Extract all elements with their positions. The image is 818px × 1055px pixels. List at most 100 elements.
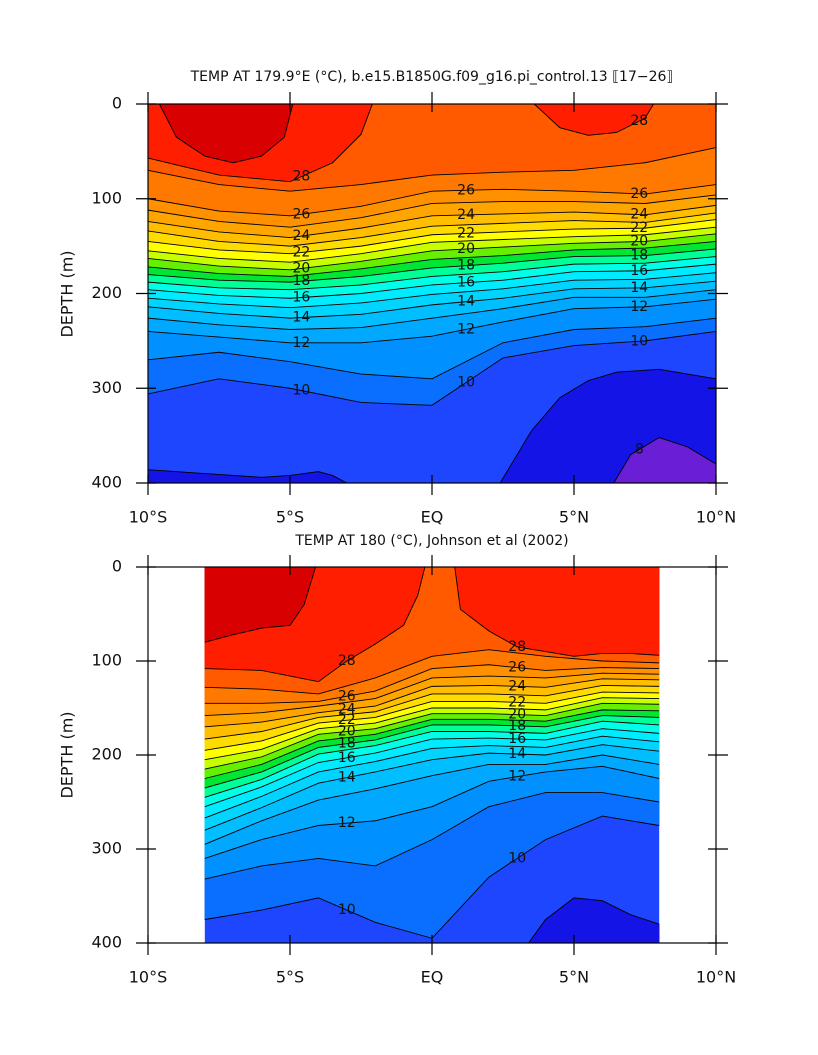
isotherm-line — [204, 566, 426, 683]
contour-label: 18 — [630, 248, 648, 264]
isotherm-line — [204, 765, 660, 859]
isotherm-line — [147, 147, 717, 192]
contour-label: 12 — [338, 815, 356, 831]
contour-label: 18 — [508, 718, 526, 734]
x-tick-label: 10°S — [129, 508, 168, 527]
y-tick-label: 100 — [91, 651, 122, 670]
contour-label: 12 — [508, 769, 526, 785]
isotherm-line — [533, 103, 654, 136]
isotherm-line — [204, 792, 660, 880]
y-tick-label: 100 — [91, 188, 122, 207]
contour-label: 22 — [457, 225, 475, 241]
isotherm-line — [147, 280, 717, 319]
isotherm-line — [204, 649, 660, 695]
contour-label: 24 — [630, 207, 648, 223]
isotherm-line — [147, 263, 717, 299]
isotherm-line — [147, 256, 717, 291]
contour-label: 10 — [292, 383, 310, 399]
y-tick-label: 0 — [112, 557, 122, 576]
contour-label: 12 — [292, 335, 310, 351]
contour-label: 22 — [508, 694, 526, 710]
contour-label: 8 — [635, 441, 644, 457]
contour-label: 16 — [457, 275, 475, 291]
isotherm-line — [499, 368, 717, 484]
contour-label: 10 — [630, 333, 648, 349]
contour-label: 22 — [338, 712, 356, 728]
y-tick-label: 300 — [91, 839, 122, 858]
x-tick-label: 10°N — [696, 508, 736, 527]
contour-label: 22 — [630, 220, 648, 236]
isotherm-line — [147, 194, 717, 228]
isotherm-line — [204, 754, 660, 845]
contour-label: 16 — [292, 289, 310, 305]
isotherm-line — [147, 226, 717, 263]
isotherm-line — [147, 317, 717, 380]
contour-label: 18 — [292, 273, 310, 289]
contour-label: 16 — [630, 263, 648, 279]
y-tick-label: 400 — [91, 933, 122, 952]
contour-label: 24 — [338, 701, 356, 717]
isotherm-line — [147, 184, 717, 217]
contour-label: 12 — [630, 299, 648, 315]
x-tick-label: 10°S — [129, 968, 168, 987]
contour-label: 10 — [457, 375, 475, 391]
isotherm-line — [147, 298, 717, 344]
y-tick-label: 400 — [91, 473, 122, 492]
contour-label: 26 — [630, 186, 648, 202]
contour-label: 20 — [508, 707, 526, 723]
contour-label: 26 — [292, 206, 310, 222]
isotherm-line — [204, 678, 660, 728]
x-tick-label: 5°S — [276, 508, 304, 527]
isotherm-line — [158, 103, 294, 164]
y-tick-label: 300 — [91, 378, 122, 397]
contour-label: 14 — [292, 310, 310, 326]
x-tick-label: EQ — [421, 508, 444, 527]
contour-label: 14 — [508, 746, 526, 762]
contour-label: 10 — [338, 902, 356, 918]
isotherm-line — [204, 664, 660, 704]
contour-label: 20 — [457, 241, 475, 257]
y-axis-label: DEPTH (m) — [58, 250, 77, 337]
contour-label: 28 — [508, 639, 526, 655]
chart-title: TEMP AT 180 (°C), Johnson et al (2002) — [294, 533, 568, 549]
x-tick-label: 5°S — [276, 968, 304, 987]
isotherm-line — [613, 437, 717, 484]
isotherm-line — [204, 566, 316, 643]
contour-label: 16 — [508, 731, 526, 747]
contour-label: 16 — [338, 750, 356, 766]
isotherm-line — [204, 691, 660, 751]
isotherm-line — [204, 702, 660, 770]
isotherm-line — [147, 219, 717, 255]
contour-label: 20 — [630, 234, 648, 250]
isotherm-line — [147, 204, 717, 239]
isotherm-line — [204, 684, 660, 740]
contour-label: 28 — [292, 169, 310, 185]
contour-label: 14 — [630, 280, 648, 296]
isotherm-line — [147, 289, 717, 330]
isotherm-line — [147, 330, 717, 406]
x-tick-label: 5°N — [559, 508, 589, 527]
y-tick-label: 200 — [91, 745, 122, 764]
contour-label: 28 — [630, 113, 648, 129]
contour-label: 22 — [292, 244, 310, 260]
isotherm-line — [454, 566, 660, 657]
chart-title: TEMP AT 179.9°E (°C), b.e15.B1850G.f09_g… — [190, 69, 674, 85]
isotherm-line — [528, 897, 660, 944]
x-tick-label: 5°N — [559, 968, 589, 987]
isotherm-line — [147, 240, 717, 277]
contour-label: 14 — [457, 294, 475, 310]
contour-label: 14 — [338, 770, 356, 786]
plot-area — [204, 566, 660, 944]
contour-label: 18 — [457, 258, 475, 274]
isotherm-line — [147, 272, 717, 309]
isotherm-line — [204, 672, 660, 716]
isotherm-line — [204, 715, 660, 789]
plot-area — [147, 103, 717, 484]
isotherm-line — [204, 720, 660, 798]
isotherm-line — [147, 103, 373, 183]
contour-label: 12 — [457, 321, 475, 337]
isotherm-line — [204, 735, 660, 819]
contour-label: 18 — [338, 736, 356, 752]
